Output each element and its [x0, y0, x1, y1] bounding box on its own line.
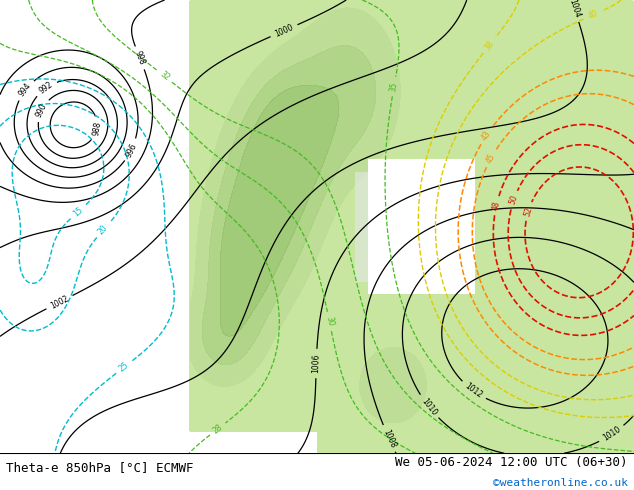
Text: 998: 998: [133, 49, 146, 66]
Text: 994: 994: [17, 81, 34, 98]
Text: Theta-e 850hPa [°C] ECMWF: Theta-e 850hPa [°C] ECMWF: [6, 462, 194, 474]
Text: 50: 50: [508, 194, 520, 206]
Text: 1004: 1004: [567, 0, 581, 19]
Text: 992: 992: [37, 80, 55, 96]
Text: 43: 43: [480, 129, 493, 142]
Text: 30: 30: [324, 316, 335, 327]
Text: 52: 52: [522, 205, 534, 217]
Text: 38: 38: [483, 39, 496, 52]
Text: 1002: 1002: [49, 294, 70, 311]
Text: 45: 45: [485, 152, 497, 165]
Text: 1008: 1008: [381, 428, 397, 449]
Text: 48: 48: [491, 200, 502, 211]
Text: 1006: 1006: [311, 354, 321, 373]
Text: 1010: 1010: [601, 425, 623, 443]
Text: 32: 32: [158, 70, 171, 83]
Text: 20: 20: [97, 223, 110, 237]
Text: 990: 990: [34, 101, 49, 119]
Text: 35: 35: [389, 81, 399, 92]
Text: ©weatheronline.co.uk: ©weatheronline.co.uk: [493, 478, 628, 489]
Text: 28: 28: [211, 422, 224, 436]
Text: 988: 988: [91, 121, 102, 136]
Text: 1012: 1012: [463, 382, 484, 400]
Text: 40: 40: [586, 9, 599, 21]
Text: 1000: 1000: [273, 23, 295, 39]
Text: 15: 15: [71, 205, 84, 219]
Text: 996: 996: [124, 142, 138, 158]
Text: 1010: 1010: [419, 396, 438, 417]
Text: 25: 25: [117, 361, 131, 374]
Text: We 05-06-2024 12:00 UTC (06+30): We 05-06-2024 12:00 UTC (06+30): [395, 456, 628, 469]
